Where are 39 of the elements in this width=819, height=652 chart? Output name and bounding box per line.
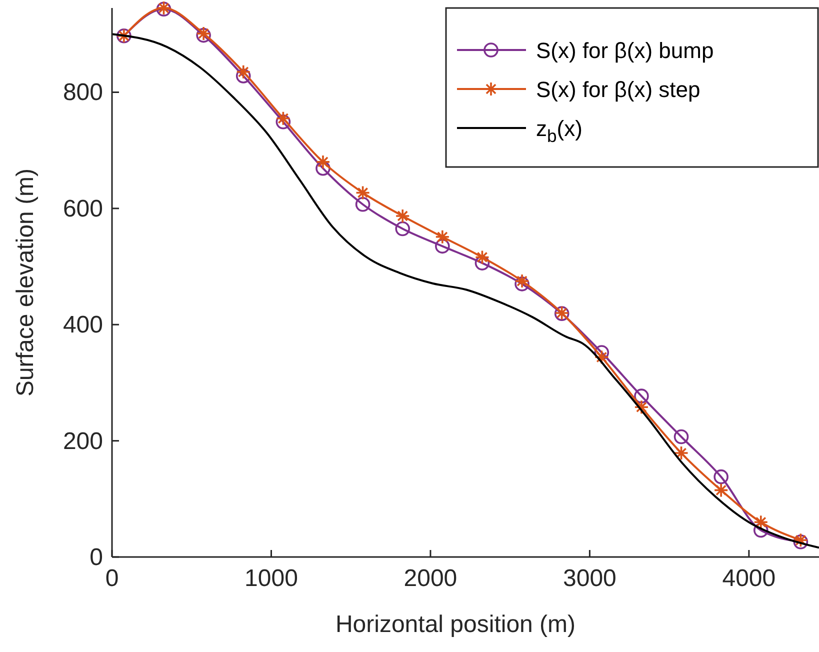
point	[355, 196, 370, 212]
point	[435, 229, 450, 244]
legend-label: S(x) for β(x) step	[536, 77, 700, 102]
y-tick-label: 600	[62, 195, 103, 222]
y-tick-label: 400	[62, 312, 103, 339]
point	[674, 446, 689, 460]
point	[474, 250, 490, 265]
point	[514, 274, 530, 288]
legend-label: S(x) for β(x) bump	[536, 38, 714, 63]
point	[316, 160, 330, 176]
point	[395, 221, 410, 236]
point	[634, 400, 649, 415]
x-tick-label: 4000	[722, 565, 776, 592]
point	[674, 429, 689, 444]
y-tick-label: 800	[62, 79, 103, 106]
point	[753, 522, 768, 538]
legend-label: z$_{b}$(x)	[536, 116, 582, 146]
point	[594, 350, 610, 365]
x-tick-label: 1000	[244, 565, 298, 592]
point	[714, 482, 728, 498]
y-tick-label: 200	[62, 428, 103, 455]
x-axis-title: Horizontal position (m)	[335, 611, 576, 638]
point	[753, 514, 768, 530]
y-tick-label: 0	[90, 544, 103, 571]
point	[236, 64, 251, 80]
x-tick-label: 2000	[404, 565, 458, 592]
point	[714, 469, 728, 484]
point	[316, 154, 330, 170]
point	[276, 110, 291, 126]
point	[355, 185, 370, 200]
point	[395, 208, 410, 224]
point	[634, 388, 649, 404]
point	[435, 238, 450, 254]
x-tick-label: 3000	[563, 565, 616, 592]
y-axis-title: Surface elevation (m)	[12, 168, 39, 397]
point	[236, 68, 251, 84]
point	[276, 114, 291, 130]
point	[514, 276, 530, 292]
point	[474, 256, 490, 270]
